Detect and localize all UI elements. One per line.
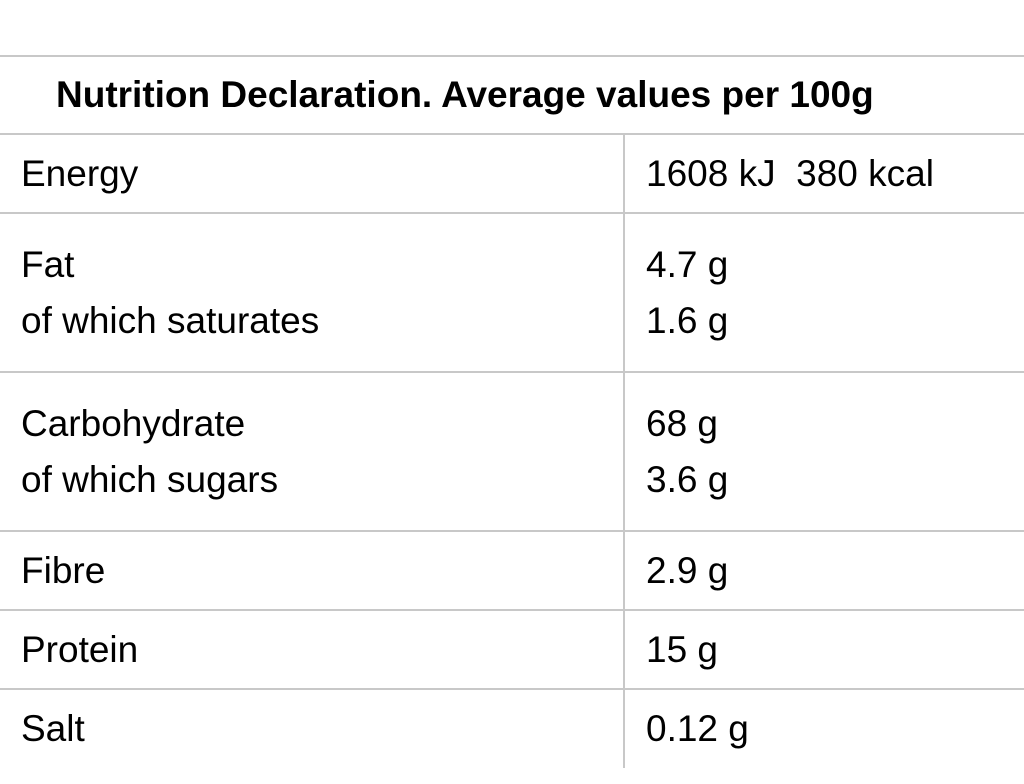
- nutrient-subvalue: 3.6 g: [646, 458, 729, 500]
- nutrient-value: 2.9 g: [646, 549, 729, 591]
- nutrient-label-cell: Fat of which saturates: [0, 212, 625, 373]
- nutrient-value: 1608 kJ 380 kcal: [646, 152, 934, 194]
- nutrition-table: Nutrition Declaration. Average values pe…: [0, 55, 1024, 768]
- nutrient-value-cell: 4.7 g 1.6 g: [623, 212, 1024, 373]
- nutrient-label-cell: Fibre: [0, 530, 625, 611]
- nutrient-subvalue: 1.6 g: [646, 299, 729, 341]
- table-row-carbohydrate: Carbohydrate of which sugars 68 g 3.6 g: [0, 371, 1024, 532]
- nutrient-label: Carbohydrate: [21, 402, 246, 444]
- nutrient-label: Protein: [21, 628, 139, 670]
- nutrient-label-cell: Salt: [0, 688, 625, 768]
- table-row-fat: Fat of which saturates 4.7 g 1.6 g: [0, 212, 1024, 373]
- nutrient-sublabel: of which sugars: [21, 458, 279, 500]
- nutrient-label: Fibre: [21, 549, 106, 591]
- nutrient-label: Energy: [21, 152, 139, 194]
- title-row: Nutrition Declaration. Average values pe…: [0, 55, 1024, 135]
- table-row-protein: Protein 15 g: [0, 609, 1024, 690]
- nutrient-label-cell: Protein: [0, 609, 625, 690]
- nutrient-value: 0.12 g: [646, 708, 749, 749]
- nutrient-value-cell: 1608 kJ 380 kcal: [623, 133, 1024, 214]
- nutrient-value-cell: 15 g: [623, 609, 1024, 690]
- table-row-salt: Salt 0.12 g: [0, 688, 1024, 768]
- nutrient-value-cell: 0.12 g: [623, 688, 1024, 768]
- nutrient-value: 15 g: [646, 628, 719, 670]
- nutrient-value: 4.7 g: [646, 243, 729, 285]
- table-row-fibre: Fibre 2.9 g: [0, 530, 1024, 611]
- nutrient-value: 68 g: [646, 402, 719, 444]
- nutrient-value-cell: 68 g 3.6 g: [623, 371, 1024, 532]
- table-title: Nutrition Declaration. Average values pe…: [0, 55, 1024, 135]
- nutrient-label-cell: Carbohydrate of which sugars: [0, 371, 625, 532]
- nutrient-sublabel: of which saturates: [21, 299, 320, 341]
- nutrient-label-cell: Energy: [0, 133, 625, 214]
- nutrient-value-cell: 2.9 g: [623, 530, 1024, 611]
- nutrient-label: Fat: [21, 243, 75, 285]
- table-row-energy: Energy 1608 kJ 380 kcal: [0, 133, 1024, 214]
- nutrient-label: Salt: [21, 708, 85, 749]
